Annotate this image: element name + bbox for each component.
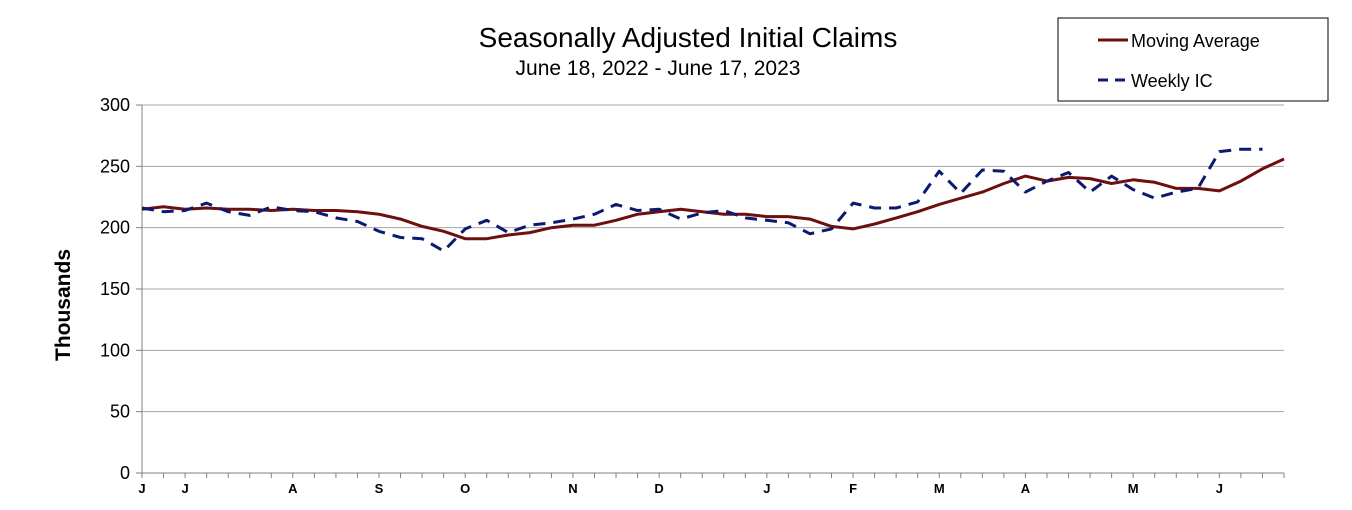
x-tick-label: N xyxy=(568,481,577,496)
x-tick-label: D xyxy=(654,481,663,496)
legend: Moving Average Weekly IC xyxy=(1057,17,1329,102)
x-tick-label: M xyxy=(1128,481,1139,496)
axes: 0 50 100 150 200 250 300 J J A S O N D J F M A M J xyxy=(100,95,1285,496)
legend-label-moving-average: Moving Average xyxy=(1131,31,1260,51)
gridlines xyxy=(142,104,1284,413)
x-tick-label: O xyxy=(460,481,470,496)
series-line-weekly-ic xyxy=(141,147,1263,253)
legend-box xyxy=(1057,17,1329,102)
x-tick-label: J xyxy=(138,481,145,496)
series-lines xyxy=(141,147,1285,253)
y-tick-label: 100 xyxy=(100,340,130,360)
y-tick-label: 250 xyxy=(100,156,130,176)
x-tick-label: J xyxy=(763,481,770,496)
x-tick-label: A xyxy=(1021,481,1031,496)
legend-label-weekly-ic: Weekly IC xyxy=(1131,71,1213,91)
y-tick-label: 50 xyxy=(110,402,130,422)
x-tick-label: S xyxy=(375,481,384,496)
y-tick-label: 200 xyxy=(100,218,130,238)
y-axis-label: Thousands xyxy=(52,249,75,361)
x-tick-label: J xyxy=(181,481,188,496)
x-tick-label: J xyxy=(1216,481,1223,496)
x-tick-label: M xyxy=(934,481,945,496)
y-tick-label: 300 xyxy=(100,95,130,115)
y-tick-label: 0 xyxy=(120,463,130,483)
series-line-moving-average xyxy=(141,157,1285,241)
chart-subtitle: June 18, 2022 - June 17, 2023 xyxy=(516,57,801,80)
x-tick-label: F xyxy=(849,481,857,496)
x-tick-label: A xyxy=(288,481,298,496)
chart-title: Seasonally Adjusted Initial Claims xyxy=(479,22,898,53)
y-tick-label: 150 xyxy=(100,279,130,299)
